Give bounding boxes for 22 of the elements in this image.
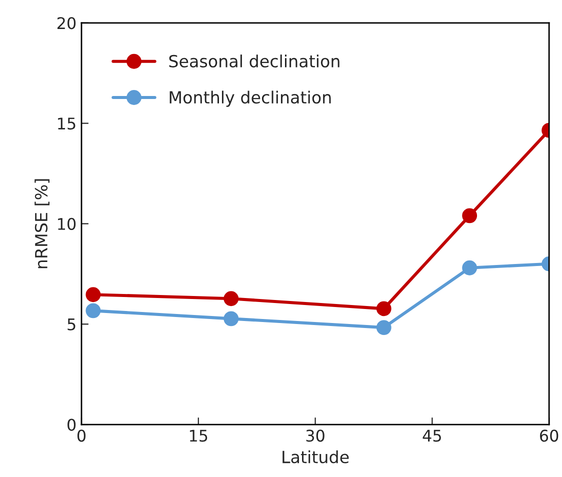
y-tick-label: 5 [68, 318, 76, 330]
legend-label: Monthly declination [170, 90, 331, 107]
x-tick-label: 30 [306, 430, 324, 442]
point [224, 311, 239, 326]
point [462, 208, 478, 224]
x-tick-label: 0 [77, 430, 86, 442]
x-tick-label: 45 [422, 430, 441, 442]
point [376, 301, 392, 316]
x-tick-label: 60 [540, 430, 558, 442]
point [86, 287, 101, 302]
point [462, 260, 478, 276]
point [224, 291, 239, 306]
y-tick-label: 20 [57, 17, 76, 30]
point [86, 303, 101, 318]
legend-label: Seasonal declination [169, 54, 340, 68]
x-axis-title: Latitude [282, 450, 349, 464]
y-axis-title: nRMSE [%] [34, 179, 50, 268]
y-tick-label: 10 [58, 218, 76, 230]
point [376, 320, 392, 335]
y-tick-label: 0 [68, 418, 76, 431]
y-tick-label: 15 [58, 118, 76, 130]
x-tick-label: 15 [190, 430, 208, 442]
